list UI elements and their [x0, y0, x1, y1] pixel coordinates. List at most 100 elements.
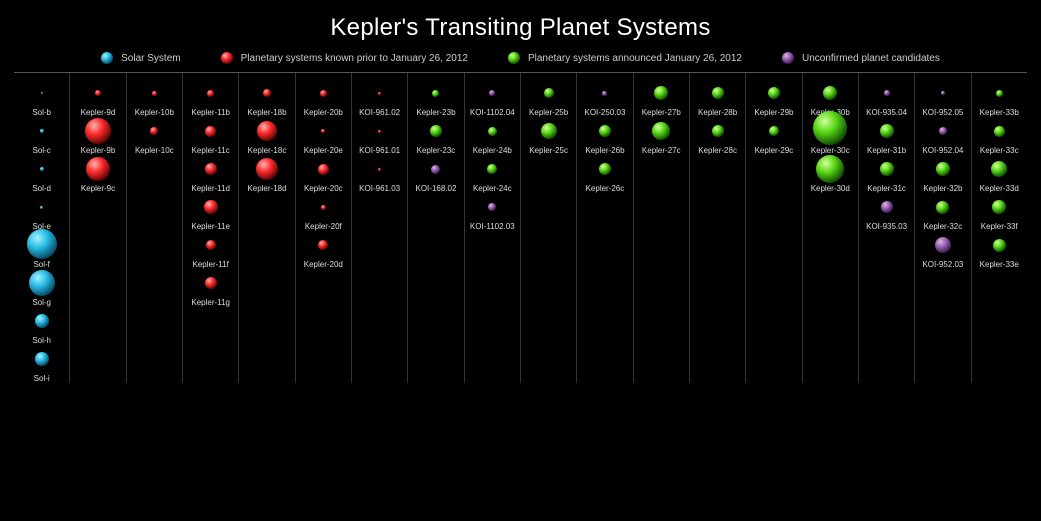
planet-label: Sol-h — [32, 336, 51, 345]
planet-cell: Kepler-9d — [70, 79, 125, 117]
planet-wrap — [40, 155, 44, 183]
planet-cell: KOI-1102.04 — [465, 79, 520, 117]
planet-wrap — [205, 155, 217, 183]
planet-cell: Kepler-11f — [183, 231, 238, 269]
planet-cell: Kepler-11d — [183, 155, 238, 193]
planet-cell: KOI-961.02 — [352, 79, 407, 117]
planet-cell: KOI-961.01 — [352, 117, 407, 155]
planet-wrap — [813, 111, 847, 145]
planet-wrap — [487, 155, 497, 183]
planet-label: Kepler-18c — [248, 146, 287, 155]
planet-cell: Kepler-26c — [577, 155, 632, 193]
planet-sphere — [599, 163, 611, 175]
system-column: Kepler-20bKepler-20eKepler-20cKepler-20f… — [296, 73, 352, 383]
planet-cell: Kepler-20b — [296, 79, 351, 117]
legend-item: Solar System — [101, 52, 180, 64]
planet-label: Kepler-27c — [642, 146, 681, 155]
planet-sphere — [432, 90, 439, 97]
planet-cell: Kepler-32b — [915, 155, 970, 193]
system-column: Kepler-10bKepler-10c — [127, 73, 183, 383]
planet-wrap — [544, 79, 554, 107]
planet-cell: Kepler-33c — [972, 117, 1027, 155]
planet-cell: KOI-961.03 — [352, 155, 407, 193]
planet-sphere — [712, 125, 724, 137]
planet-cell: Kepler-20d — [296, 231, 351, 269]
planet-cell: Kepler-32c — [915, 193, 970, 231]
planet-sphere — [41, 92, 43, 94]
planet-label: Kepler-20b — [304, 108, 343, 117]
planet-cell: Kepler-23b — [408, 79, 463, 117]
planet-sphere — [318, 240, 328, 250]
planet-sphere — [768, 87, 780, 99]
planet-cell: Kepler-11g — [183, 269, 238, 307]
planet-cell: KOI-952.03 — [915, 231, 970, 269]
planet-cell: KOI-935.04 — [859, 79, 914, 117]
planet-sphere — [489, 90, 495, 96]
page-title: Kepler's Transiting Planet Systems — [0, 0, 1041, 42]
system-column: Kepler-33bKepler-33cKepler-33dKepler-33f… — [972, 73, 1027, 383]
planet-sphere — [256, 158, 278, 180]
planet-wrap — [205, 117, 216, 145]
planet-cell: Kepler-11c — [183, 117, 238, 155]
planet-label: Kepler-20d — [304, 260, 343, 269]
planet-cell: KOI-952.04 — [915, 117, 970, 155]
planet-label: Kepler-25c — [529, 146, 568, 155]
planet-label: Kepler-30c — [811, 146, 850, 155]
system-column: Kepler-9d Kepler-9b Kepler-9c — [70, 73, 126, 383]
planet-label: Kepler-26c — [586, 184, 625, 193]
planet-sphere — [263, 89, 271, 97]
legend-swatch — [221, 52, 233, 64]
planet-cell: Kepler-28b — [690, 79, 745, 117]
planet-sphere — [27, 229, 57, 259]
planet-wrap — [431, 155, 440, 183]
legend-label: Planetary systems announced January 26, … — [528, 53, 742, 64]
planet-label: KOI-168.02 — [416, 184, 457, 193]
planet-cell: Kepler-24b — [465, 117, 520, 155]
system-column: Kepler-25bKepler-25c — [521, 73, 577, 383]
planet-cell: Sol-e — [14, 193, 69, 231]
planet-label: Kepler-9b — [81, 146, 116, 155]
planet-label: KOI-935.04 — [866, 108, 907, 117]
planet-sphere — [881, 201, 893, 213]
planet-label: Kepler-9c — [81, 184, 115, 193]
planet-cell: Kepler-10b — [127, 79, 182, 117]
planet-sphere — [652, 122, 670, 140]
planet-label: Kepler-10b — [135, 108, 174, 117]
planet-wrap — [318, 231, 328, 259]
planet-label: Sol-i — [34, 374, 50, 383]
planet-cell: Kepler-25c — [521, 117, 576, 155]
planet-cell: KOI-935.03 — [859, 193, 914, 231]
planet-cell: Kepler-29c — [746, 117, 801, 155]
planet-cell: KOI-168.02 — [408, 155, 463, 193]
planet-sphere — [207, 90, 214, 97]
planet-label: KOI-961.01 — [359, 146, 400, 155]
planet-label: Kepler-33e — [980, 260, 1019, 269]
planet-label: Kepler-30d — [811, 184, 850, 193]
planet-wrap — [939, 117, 947, 145]
planet-cell: Sol-i — [14, 345, 69, 383]
planet-sphere — [880, 162, 894, 176]
planet-sphere — [654, 86, 668, 100]
planet-label: Kepler-28c — [698, 146, 737, 155]
planet-wrap — [881, 193, 893, 221]
planet-sphere — [257, 121, 277, 141]
system-column: KOI-1102.04Kepler-24bKepler-24cKOI-1102.… — [465, 73, 521, 383]
planet-wrap — [823, 79, 837, 107]
planet-sphere — [813, 111, 847, 145]
system-column: Kepler-18bKepler-18cKepler-18d — [239, 73, 295, 383]
planet-wrap — [35, 307, 49, 335]
planet-cell: Sol-c — [14, 117, 69, 155]
planet-wrap — [256, 155, 278, 183]
planet-sphere — [150, 127, 158, 135]
system-column: KOI-935.04Kepler-31bKepler-31cKOI-935.03 — [859, 73, 915, 383]
planet-sphere — [40, 129, 44, 133]
planet-sphere — [487, 164, 497, 174]
system-column: Kepler-29bKepler-29c — [746, 73, 802, 383]
planet-sphere — [321, 205, 326, 210]
planet-label: Sol-b — [32, 108, 51, 117]
planet-label: Kepler-11f — [192, 260, 228, 269]
planet-label: Kepler-11c — [192, 146, 230, 155]
planet-sphere — [430, 125, 442, 137]
planet-wrap — [599, 117, 611, 145]
planet-wrap — [378, 117, 381, 145]
